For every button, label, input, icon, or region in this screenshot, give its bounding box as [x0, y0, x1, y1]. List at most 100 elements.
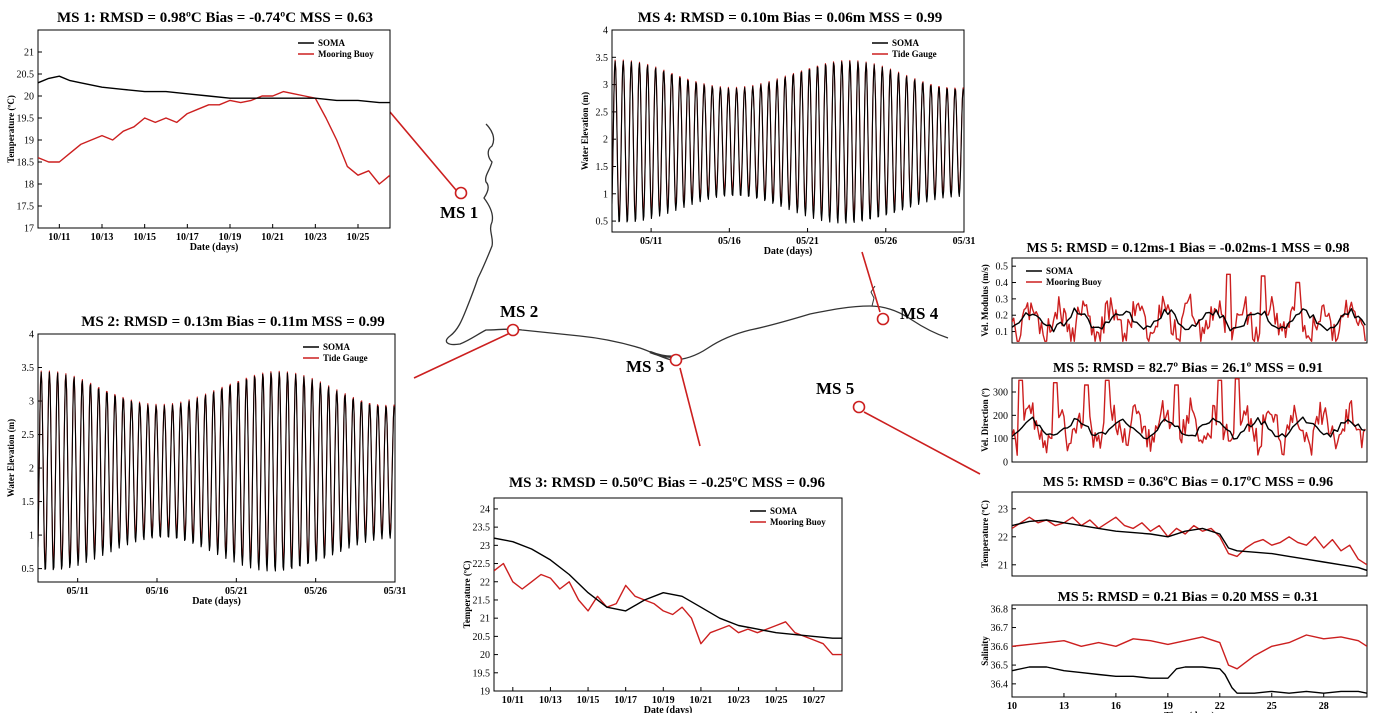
x-tick-label-ms4: 05/16	[718, 236, 741, 247]
y-tick-label-ms3: 22.5	[473, 559, 491, 570]
x-tick-label-ms1: 10/17	[176, 232, 199, 243]
y-axis-label-ms5a: Vel. Modulus (m/s)	[980, 264, 990, 336]
legend-label-ms5a: SOMA	[1046, 266, 1074, 276]
y-tick-label-ms1: 19	[24, 136, 34, 147]
x-axis-label-ms3: Date (days)	[644, 705, 693, 713]
x-axis-label-ms2: Date (days)	[192, 596, 241, 607]
x-tick-label-ms1: 10/15	[133, 232, 156, 243]
legend-label-ms3: SOMA	[770, 506, 798, 516]
series-group-ms2	[38, 370, 395, 572]
series-line-ms1-obs	[38, 90, 390, 185]
station-marker-ms1	[454, 186, 468, 200]
x-tick-label-ms5d: 19	[1163, 701, 1173, 712]
y-tick-label-ms4: 2.5	[596, 107, 609, 118]
y-tick-label-ms1: 21	[24, 48, 34, 59]
y-tick-label-ms5b: 200	[993, 411, 1008, 422]
y-tick-label-ms3: 24	[480, 504, 490, 515]
series-line-ms2-model	[38, 371, 395, 572]
y-tick-label-ms5b: 300	[993, 388, 1008, 399]
plot-frame-ms5c	[1011, 491, 1368, 577]
chart-title-ms3: MS 3: RMSD = 0.50ºC Bias = -0.25ºC MSS =…	[509, 475, 825, 491]
x-tick-label-ms4: 05/21	[796, 236, 819, 247]
x-tick-label-ms1: 10/19	[219, 232, 242, 243]
y-tick-label-ms4: 3	[603, 80, 608, 91]
y-tick-label-ms1: 19.5	[17, 114, 35, 125]
chart-panel-ms5d: MS 5: RMSD = 0.21 Bias = 0.20 MSS = 0.31…	[980, 590, 1368, 713]
y-tick-label-ms2: 1.5	[22, 497, 35, 508]
station-label-ms3: MS 3	[626, 357, 664, 376]
x-axis-label-ms4: Date (days)	[764, 246, 813, 257]
chart-panel-ms5b: MS 5: RMSD = 82.7º Bias = 26.1º MSS = 0.…	[980, 361, 1368, 469]
station-label-ms4: MS 4	[900, 304, 939, 323]
x-tick-label-ms3: 10/13	[539, 695, 562, 706]
x-tick-label-ms1: 10/25	[347, 232, 370, 243]
y-tick-label-ms5a: 0.3	[996, 294, 1009, 305]
series-line-ms5a-obs	[1012, 273, 1366, 342]
x-tick-label-ms3: 10/21	[690, 695, 713, 706]
y-tick-label-ms1: 17.5	[17, 202, 35, 213]
x-tick-label-ms5d: 16	[1111, 701, 1121, 712]
x-tick-label-ms2: 05/11	[67, 586, 89, 597]
y-axis-label-ms2: Water Elevation (m)	[6, 419, 16, 497]
legend-label-ms2: SOMA	[323, 342, 351, 352]
y-tick-label-ms3: 23.5	[473, 523, 491, 534]
chart-title-ms4: MS 4: RMSD = 0.10m Bias = 0.06m MSS = 0.…	[638, 10, 942, 26]
y-tick-label-ms3: 21.5	[473, 595, 491, 606]
x-axis-label-ms1: Date (days)	[190, 242, 239, 253]
y-tick-label-ms2: 4	[29, 330, 34, 341]
y-tick-label-ms4: 4	[603, 26, 608, 37]
y-tick-label-ms5a: 0.2	[996, 311, 1009, 322]
x-tick-label-ms4: 05/11	[640, 236, 662, 247]
y-tick-label-ms2: 3	[29, 397, 34, 408]
x-axis-label-ms5d: Time (days)	[1164, 711, 1215, 713]
y-tick-label-ms4: 3.5	[596, 53, 609, 64]
y-tick-label-ms1: 17	[24, 224, 34, 235]
y-tick-label-ms5d: 36.4	[991, 679, 1009, 690]
chart-panel-ms4: MS 4: RMSD = 0.10m Bias = 0.06m MSS = 0.…	[580, 10, 975, 257]
plot-frame-ms3	[493, 497, 843, 692]
chart-panel-ms2: MS 2: RMSD = 0.13m Bias = 0.11m MSS = 0.…	[6, 314, 406, 607]
chart-title-ms5d: MS 5: RMSD = 0.21 Bias = 0.20 MSS = 0.31	[1058, 590, 1319, 605]
series-line-ms5d-model	[1012, 666, 1367, 694]
station-marker-ms3	[669, 353, 683, 367]
station-label-ms2: MS 2	[500, 302, 538, 321]
legend-label-ms2: Tide Gauge	[323, 353, 368, 363]
station-marker-ms5	[852, 400, 866, 414]
y-axis-label-ms5c: Temperature (ºC)	[980, 500, 990, 568]
chart-panels: MS 1: RMSD = 0.98ºC Bias = -0.74ºC MSS =…	[6, 10, 1368, 713]
x-tick-label-ms1: 10/11	[48, 232, 70, 243]
y-axis-label-ms3: Temperature (ºC)	[462, 561, 472, 629]
plot-frame-ms1	[37, 29, 391, 229]
x-tick-label-ms3: 10/17	[614, 695, 637, 706]
connector-ms1	[389, 111, 457, 191]
x-tick-label-ms5d: 25	[1267, 701, 1277, 712]
series-group-ms5c	[1012, 516, 1367, 572]
y-tick-label-ms5b: 100	[993, 434, 1008, 445]
series-group-ms1	[38, 75, 390, 185]
chart-title-ms5a: MS 5: RMSD = 0.12ms-1 Bias = -0.02ms-1 M…	[1027, 241, 1350, 256]
coastline	[445, 123, 949, 361]
y-tick-label-ms1: 20	[24, 92, 34, 103]
station-label-ms5: MS 5	[816, 379, 854, 398]
y-tick-label-ms5c: 23	[998, 504, 1008, 515]
series-group-ms4	[612, 59, 964, 224]
x-tick-label-ms3: 10/23	[727, 695, 750, 706]
y-tick-label-ms5b: 0	[1003, 458, 1008, 469]
y-axis-label-ms4: Water Elevation (m)	[580, 92, 590, 170]
chart-title-ms2: MS 2: RMSD = 0.13m Bias = 0.11m MSS = 0.…	[81, 314, 385, 330]
x-tick-label-ms5d: 10	[1007, 701, 1017, 712]
chart-title-ms5c: MS 5: RMSD = 0.36ºC Bias = 0.17ºC MSS = …	[1043, 475, 1333, 490]
x-tick-label-ms2: 05/21	[225, 586, 248, 597]
y-tick-label-ms4: 1	[603, 189, 608, 200]
x-tick-label-ms2: 05/26	[304, 586, 327, 597]
series-line-ms5b-model	[1012, 416, 1366, 440]
y-tick-label-ms5d: 36.5	[991, 661, 1009, 672]
legend-label-ms1: SOMA	[318, 38, 346, 48]
y-tick-label-ms2: 0.5	[22, 564, 35, 575]
station-marker-ms4	[876, 312, 890, 326]
chart-panel-ms1: MS 1: RMSD = 0.98ºC Bias = -0.74ºC MSS =…	[6, 10, 391, 253]
series-line-ms3-obs	[494, 562, 842, 656]
chart-title-ms5b: MS 5: RMSD = 82.7º Bias = 26.1º MSS = 0.…	[1053, 361, 1323, 376]
y-tick-label-ms2: 1	[29, 531, 34, 542]
legend-label-ms4: SOMA	[892, 38, 920, 48]
